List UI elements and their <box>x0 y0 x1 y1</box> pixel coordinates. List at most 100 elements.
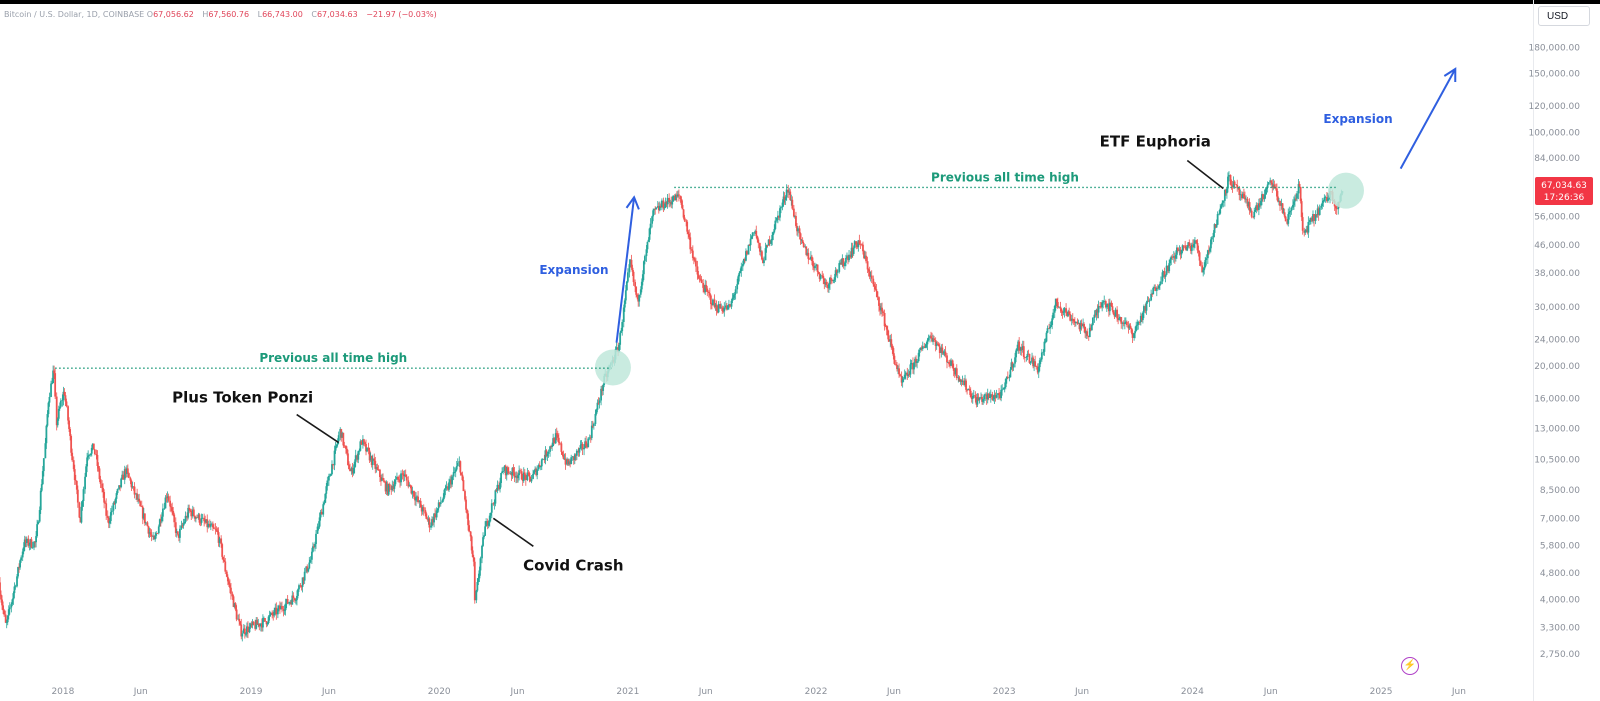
candle-body <box>757 239 760 244</box>
candle-body <box>70 435 73 453</box>
candle-body <box>1012 363 1015 368</box>
candle-body <box>175 531 178 533</box>
candle-body <box>932 338 934 342</box>
candle-body <box>550 446 552 448</box>
candle-body <box>300 586 303 588</box>
candle-body <box>190 510 193 517</box>
candle-body <box>715 304 718 311</box>
price-tick-label: 100,000.00 <box>1528 129 1580 139</box>
candle-body <box>91 443 94 448</box>
candle-body <box>1220 205 1223 209</box>
levels-layer <box>55 172 1364 386</box>
candle-body <box>93 449 96 455</box>
candle-body <box>158 519 161 527</box>
candle-body <box>849 254 852 258</box>
candle-body <box>1279 200 1281 206</box>
candle-body <box>19 560 22 568</box>
candle-body <box>949 364 951 366</box>
candle-body <box>700 279 703 283</box>
candle-body <box>458 461 461 463</box>
candle-body <box>759 251 762 253</box>
candle-body <box>1202 270 1205 273</box>
candle-body <box>64 395 67 402</box>
candle-body <box>442 497 445 501</box>
candle-body <box>553 438 556 444</box>
candle-body <box>874 286 877 290</box>
candle-body <box>31 547 34 549</box>
candle-body <box>445 486 448 489</box>
candle-body <box>127 473 130 478</box>
candle-body <box>1239 194 1242 196</box>
candle-body <box>485 521 488 527</box>
candle-body <box>1281 203 1284 213</box>
candle-body <box>370 456 373 465</box>
candle-body <box>274 607 277 610</box>
candle-body <box>14 586 17 588</box>
candle-body <box>1321 202 1324 206</box>
candle-body <box>976 397 979 405</box>
currency-button[interactable]: USD <box>1538 6 1590 26</box>
lightning-icon[interactable]: ⚡ <box>1401 657 1419 675</box>
candle-body <box>1300 201 1303 218</box>
candle-body <box>45 425 48 444</box>
candle-body <box>103 492 106 503</box>
candle-body <box>1174 254 1177 259</box>
candle-body <box>1309 219 1311 222</box>
candle-body <box>1191 244 1194 248</box>
candle-body <box>1071 318 1074 320</box>
candle-body <box>1228 174 1230 177</box>
candle-body <box>329 475 331 477</box>
candle-body <box>347 453 349 466</box>
candle-body <box>712 299 714 306</box>
candle-body <box>578 448 581 453</box>
candle-body <box>1104 301 1107 308</box>
candle-body <box>589 437 592 439</box>
candle-body <box>1000 389 1003 399</box>
candle-body <box>1063 308 1066 313</box>
candle-body <box>1264 189 1267 195</box>
candle-body <box>441 500 444 503</box>
candle-body <box>1157 285 1160 289</box>
candle-body <box>738 272 741 277</box>
candle-body <box>383 480 385 482</box>
candle-body <box>434 513 436 518</box>
candle-body <box>292 595 295 599</box>
candle-body <box>579 445 582 449</box>
candle-body <box>770 240 773 244</box>
candle-body <box>116 489 119 494</box>
candle-body <box>1326 197 1328 202</box>
candle-body <box>916 361 918 363</box>
candle-body <box>742 258 745 265</box>
candle-body <box>1233 181 1236 185</box>
candle-body <box>596 402 599 410</box>
candle-body <box>305 566 308 572</box>
candle-body <box>697 274 700 279</box>
candle-body <box>1005 376 1008 379</box>
candle-body <box>1079 323 1082 330</box>
callout-label: ETF Euphoria <box>1100 133 1211 151</box>
candle-body <box>477 578 480 583</box>
candle-body <box>248 626 251 633</box>
candle-body <box>1171 256 1174 258</box>
candle-body <box>1334 206 1337 209</box>
time-tick-label: 2019 <box>240 687 263 697</box>
candle-body <box>153 536 156 540</box>
candle-body <box>919 347 922 350</box>
candle-body <box>48 396 51 403</box>
candle-body <box>1224 189 1227 194</box>
candle-body <box>114 498 117 504</box>
candle-body <box>1059 306 1062 309</box>
candle-body <box>717 304 720 313</box>
candle-body <box>563 458 566 460</box>
candle-body <box>1088 327 1091 338</box>
candle-body <box>1114 309 1117 317</box>
candle-body <box>1045 332 1048 342</box>
candle-body <box>977 397 980 401</box>
candle-body <box>212 524 214 528</box>
candle-body <box>251 621 254 626</box>
candle-body <box>320 511 323 515</box>
candle-body <box>1146 300 1149 303</box>
candle-body <box>621 322 624 332</box>
candle-body <box>1267 182 1270 185</box>
